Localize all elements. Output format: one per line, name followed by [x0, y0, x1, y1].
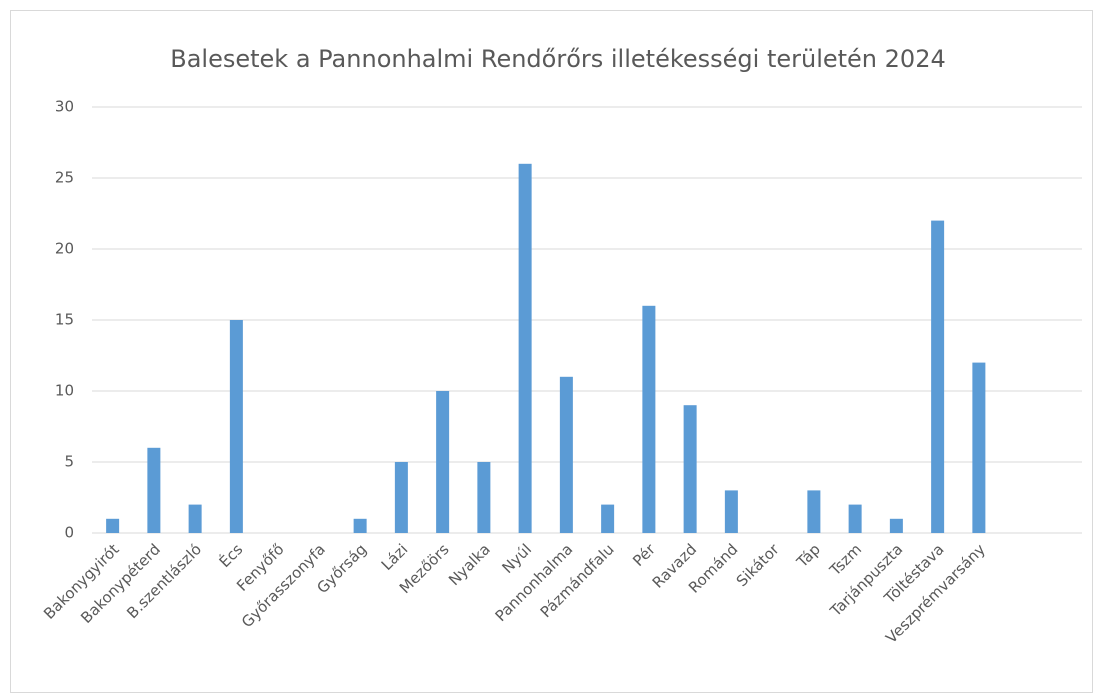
bar — [436, 391, 450, 533]
y-tick-label: 30 — [55, 98, 74, 116]
y-tick-label: 10 — [55, 382, 74, 400]
y-tick-label: 0 — [64, 524, 74, 542]
bar — [106, 518, 120, 533]
bar — [353, 518, 367, 533]
y-tick-label: 20 — [55, 240, 74, 258]
bar — [807, 490, 821, 533]
bar — [518, 163, 532, 534]
bar — [188, 504, 202, 533]
bar — [972, 362, 986, 533]
y-tick-label: 15 — [55, 311, 74, 329]
bar — [642, 305, 656, 533]
bar — [394, 462, 408, 533]
chart-title: Balesetek a Pannonhalmi Rendőrőrs illeté… — [170, 45, 945, 73]
bar — [559, 376, 573, 533]
bar — [724, 490, 738, 533]
bar — [683, 405, 697, 533]
chart-frame — [10, 10, 1093, 693]
bar — [848, 504, 862, 533]
bar — [931, 220, 945, 533]
bar — [229, 320, 243, 533]
y-tick-label: 5 — [64, 453, 74, 471]
bar — [477, 462, 491, 533]
y-tick-label: 25 — [55, 169, 74, 187]
bar — [889, 518, 903, 533]
bar — [601, 504, 615, 533]
bar — [147, 447, 161, 533]
